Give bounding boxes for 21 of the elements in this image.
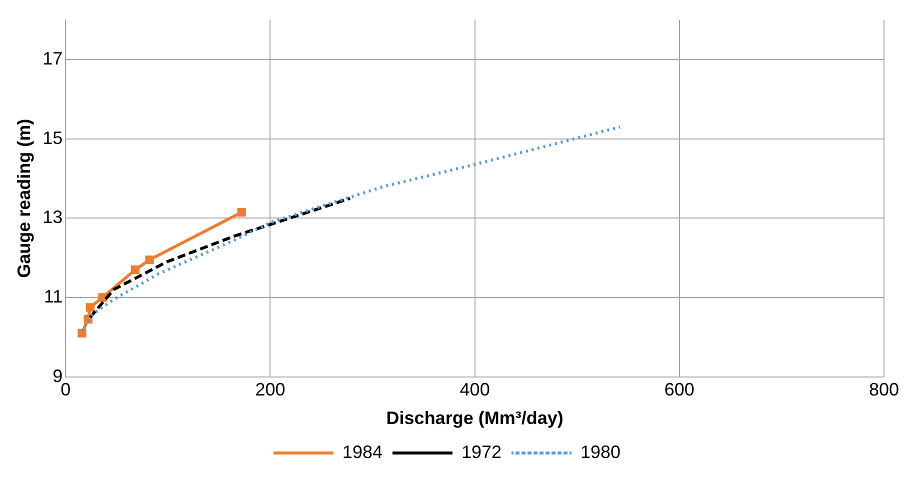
- point: [78, 328, 86, 338]
- legend-label: 1984: [342, 442, 382, 462]
- y-tick-label: 15: [42, 128, 63, 148]
- legend-label: 1972: [461, 442, 502, 462]
- point: [237, 208, 246, 217]
- point: [86, 303, 94, 312]
- x-tick-label: 200: [255, 380, 286, 400]
- y-tick-label: 13: [42, 207, 63, 228]
- y-axis-title: Gauge reading (m): [14, 118, 34, 278]
- x-tick-label: 600: [664, 380, 694, 400]
- y-tick-label: 9: [52, 366, 63, 386]
- x-tick-label: 0: [60, 380, 71, 400]
- y-tick-label: 11: [44, 286, 63, 306]
- x-tick-label: 400: [460, 380, 490, 400]
- y-tick-label: 17: [42, 48, 63, 69]
- point: [130, 265, 140, 274]
- x-tick-label: 800: [868, 380, 900, 400]
- legend-label: 1980: [580, 442, 621, 462]
- point: [145, 256, 154, 264]
- x-axis-title: Discharge (Mm³/day): [386, 408, 564, 428]
- point: [98, 293, 107, 302]
